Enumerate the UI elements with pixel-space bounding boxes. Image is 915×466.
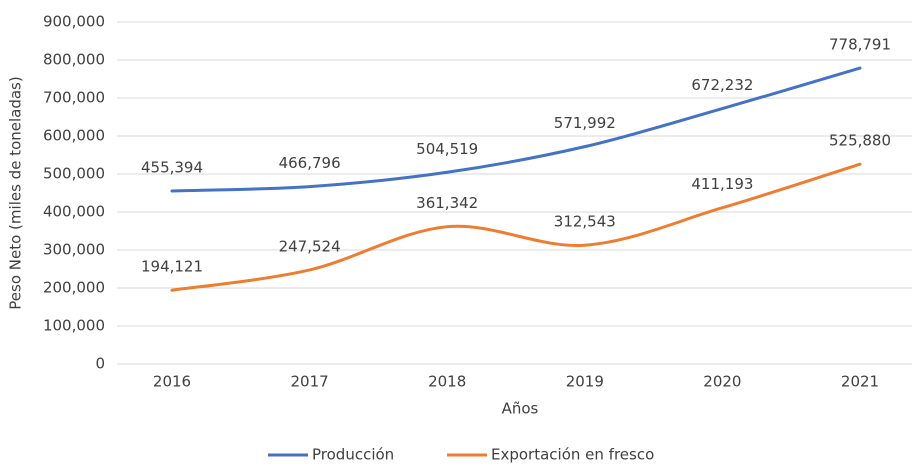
data-label: 525,880 <box>829 132 891 150</box>
x-tick-label: 2020 <box>703 373 741 391</box>
y-tick-label: 300,000 <box>43 241 105 259</box>
data-label: 361,342 <box>416 194 478 212</box>
data-label: 312,543 <box>554 213 616 231</box>
x-axis-title: Años <box>502 400 539 418</box>
x-tick-label: 2018 <box>428 373 466 391</box>
x-tick-label: 2016 <box>153 373 191 391</box>
y-tick-label: 100,000 <box>43 317 105 335</box>
data-label: 455,394 <box>141 158 203 176</box>
y-tick-label: 400,000 <box>43 203 105 221</box>
x-tick-label: 2021 <box>841 373 879 391</box>
legend-label: Producción <box>312 446 394 464</box>
data-label: 247,524 <box>279 237 341 255</box>
y-tick-label: 800,000 <box>43 51 105 69</box>
series-line <box>170 66 862 193</box>
data-label: 411,193 <box>691 175 753 193</box>
x-tick-label: 2019 <box>566 373 604 391</box>
data-label: 466,796 <box>279 154 341 172</box>
data-label: 571,992 <box>554 114 616 132</box>
y-tick-label: 900,000 <box>43 13 105 31</box>
y-tick-label: 500,000 <box>43 165 105 183</box>
data-label: 778,791 <box>829 36 891 54</box>
y-tick-label: 0 <box>95 355 105 373</box>
data-label: 672,232 <box>691 76 753 94</box>
y-tick-label: 200,000 <box>43 279 105 297</box>
data-label: 194,121 <box>141 258 203 276</box>
data-label: 504,519 <box>416 140 478 158</box>
x-tick-label: 2017 <box>291 373 329 391</box>
series-line <box>170 162 862 292</box>
legend-label: Exportación en fresco <box>491 446 654 464</box>
y-axis-title: Peso Neto (miles de toneladas) <box>7 76 25 309</box>
y-tick-label: 600,000 <box>43 127 105 145</box>
y-tick-label: 700,000 <box>43 89 105 107</box>
